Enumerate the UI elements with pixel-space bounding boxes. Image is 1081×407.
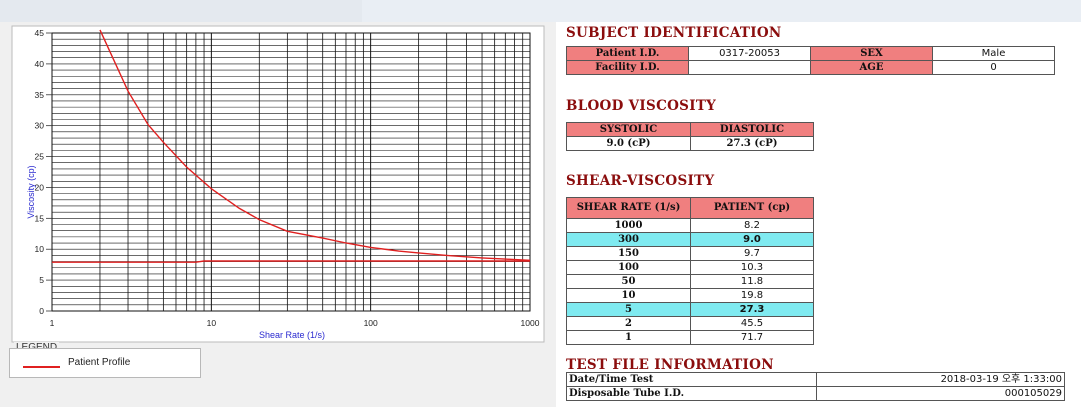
patient-id-value: 0317-20053: [688, 46, 811, 61]
x-tick-label: 1000: [521, 318, 540, 328]
x-tick-label: 1: [50, 318, 55, 328]
x-tick-label: 10: [207, 318, 217, 328]
shear-row: 10 19.8: [566, 288, 814, 303]
viscosity-chart: 0 5 10 15 20 25 30 35 40 45 1 10 100 1000 Shear Rate …: [11, 25, 545, 343]
y-tick-label: 30: [35, 121, 45, 131]
shear-rate-cell: 10: [566, 288, 691, 303]
chart-area: 0 5 10 15 20 25 30 35 40 45 1 10 100 1000 Shear Rate …: [0, 22, 552, 344]
legend-title: LEGEND: [14, 342, 60, 353]
shear-row: 2 45.5: [566, 316, 814, 331]
datetime-label: Date/Time Test: [566, 372, 817, 387]
systolic-value: 9.0 (cP): [566, 136, 691, 151]
datetime-value: 2018-03-19 오후 1:33:00: [816, 372, 1065, 387]
patient-cp-header: PATIENT (cp): [690, 197, 814, 219]
facility-id-label: Facility I.D.: [566, 60, 689, 75]
y-tick-label: 45: [35, 28, 45, 38]
report-panel: SUBJECT IDENTIFICATION Patient I.D. 0317…: [556, 22, 1081, 407]
tube-id-value: 000105029: [816, 386, 1065, 401]
legend-line-swatch: [23, 366, 60, 368]
patient-cp-cell: 8.2: [690, 218, 814, 233]
y-tick-label: 35: [35, 90, 45, 100]
patient-cp-cell: 11.8: [690, 274, 814, 289]
blood-viscosity-heading: BLOOD VISCOSITY: [566, 98, 717, 114]
y-tick-label: 5: [39, 275, 44, 285]
y-tick-label: 25: [35, 152, 45, 162]
series-line-patient-profile: [99, 29, 531, 261]
facility-id-value: [688, 60, 811, 75]
patient-cp-cell: 19.8: [690, 288, 814, 303]
shear-row: 5 27.3: [566, 302, 814, 317]
y-tick-label: 15: [35, 213, 45, 223]
patient-cp-cell: 27.3: [690, 302, 814, 317]
sex-value: Male: [932, 46, 1055, 61]
patient-cp-cell: 9.0: [690, 232, 814, 247]
y-tick-label: 10: [35, 244, 45, 254]
shear-viscosity-heading: SHEAR-VISCOSITY: [566, 173, 715, 189]
y-axis-label: Viscosity (cp): [26, 165, 36, 218]
x-tick-label: 100: [364, 318, 378, 328]
shear-row: 150 9.7: [566, 246, 814, 261]
series-line-baseline: [52, 260, 530, 263]
legend-box: [9, 348, 201, 378]
tube-id-label: Disposable Tube I.D.: [566, 386, 817, 401]
y-tick-label: 40: [35, 59, 45, 69]
age-label: AGE: [810, 60, 933, 75]
patient-cp-cell: 45.5: [690, 316, 814, 331]
test-file-heading: TEST FILE INFORMATION: [566, 357, 774, 373]
x-axis-label: Shear Rate (1/s): [259, 330, 325, 340]
diastolic-label: DIASTOLIC: [690, 122, 814, 137]
shear-rate-cell: 5: [566, 302, 691, 317]
shear-rate-cell: 150: [566, 246, 691, 261]
subject-heading: SUBJECT IDENTIFICATION: [566, 25, 782, 41]
legend-item-patient-profile: Patient Profile: [68, 357, 131, 368]
shear-row: 1 71.7: [566, 330, 814, 345]
shear-row: 1000 8.2: [566, 218, 814, 233]
shear-row: 300 9.0: [566, 232, 814, 247]
shear-rate-cell: 1000: [566, 218, 691, 233]
age-value: 0: [932, 60, 1055, 75]
y-tick-label: 20: [35, 182, 45, 192]
systolic-label: SYSTOLIC: [566, 122, 691, 137]
test-file-table: Date/Time Test 2018-03-19 오후 1:33:00 Dis…: [566, 372, 1065, 401]
patient-cp-cell: 10.3: [690, 260, 814, 275]
subject-table: Patient I.D. 0317-20053 SEX Male Facilit…: [566, 46, 1055, 75]
shear-rate-header: SHEAR RATE (1/s): [566, 197, 691, 219]
shear-rate-cell: 300: [566, 232, 691, 247]
sex-label: SEX: [810, 46, 933, 61]
shear-viscosity-table: SHEAR RATE (1/s) PATIENT (cp) 1000 8.2 300…: [566, 197, 814, 345]
shear-rate-cell: 50: [566, 274, 691, 289]
y-tick-label: 0: [39, 306, 44, 316]
shear-row: 50 11.8: [566, 274, 814, 289]
shear-rate-cell: 100: [566, 260, 691, 275]
blood-viscosity-table: SYSTOLIC DIASTOLIC 9.0 (cP) 27.3 (cP): [566, 122, 814, 151]
plot-background: [11, 25, 545, 343]
patient-cp-cell: 71.7: [690, 330, 814, 345]
shear-row: 100 10.3: [566, 260, 814, 275]
top-bar: [0, 0, 1081, 22]
patient-cp-cell: 9.7: [690, 246, 814, 261]
patient-id-label: Patient I.D.: [566, 46, 689, 61]
shear-rate-cell: 2: [566, 316, 691, 331]
plot-frame: [51, 32, 531, 312]
top-tab: [0, 0, 362, 22]
shear-rate-cell: 1: [566, 330, 691, 345]
diastolic-value: 27.3 (cP): [690, 136, 814, 151]
